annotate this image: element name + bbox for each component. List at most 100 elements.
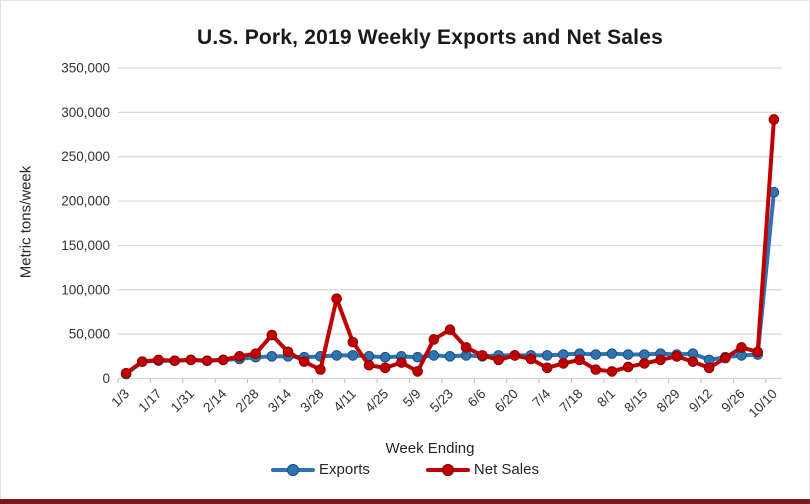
net-sales-point — [234, 351, 245, 362]
net-sales-point — [671, 351, 683, 362]
legend-label-exports: Exports — [319, 461, 370, 478]
exports-line — [124, 190, 776, 377]
net-sales-point — [687, 356, 699, 367]
net-sales-point — [412, 366, 423, 377]
exports-point — [347, 350, 359, 361]
net-sales-point — [460, 342, 472, 353]
exports-series — [120, 186, 780, 380]
svg-text:5/9: 5/9 — [400, 386, 424, 410]
exports-line-marker-icon — [271, 463, 316, 476]
legend-item-net-sales[interactable]: Net Sales — [425, 461, 539, 478]
svg-text:3/28: 3/28 — [297, 386, 326, 415]
net-sales-line-marker-icon — [425, 463, 470, 476]
exports-point — [606, 348, 618, 359]
svg-text:0: 0 — [102, 371, 110, 386]
svg-text:7/4: 7/4 — [529, 386, 553, 410]
net-sales-point — [541, 362, 553, 374]
svg-text:150,000: 150,000 — [61, 238, 110, 253]
net-sales-point — [558, 358, 569, 369]
x-axis-ticks — [117, 378, 767, 383]
svg-text:8/15: 8/15 — [621, 386, 650, 415]
svg-text:200,000: 200,000 — [61, 194, 110, 209]
gridlines — [118, 67, 782, 380]
net-sales-point — [201, 355, 213, 367]
legend-label-net-sales: Net Sales — [473, 461, 539, 478]
svg-text:6/6: 6/6 — [465, 386, 489, 410]
svg-text:50,000: 50,000 — [69, 327, 110, 342]
net-sales-point — [525, 353, 537, 365]
exports-point — [266, 351, 278, 362]
svg-text:5/23: 5/23 — [427, 386, 456, 415]
net-sales-point — [493, 354, 504, 366]
net-sales-point — [428, 334, 440, 345]
x-axis-title: Week Ending — [385, 440, 475, 457]
net-sales-point — [363, 359, 375, 371]
exports-point — [412, 351, 423, 363]
svg-text:300,000: 300,000 — [61, 105, 110, 120]
svg-text:10/10: 10/10 — [746, 386, 781, 421]
svg-text:100,000: 100,000 — [61, 282, 110, 297]
net-sales-point — [136, 356, 148, 367]
net-sales-point — [655, 354, 666, 366]
y-tick-labels: 0 50,000 100,000 150,000 200,000 250,000 300,0… — [61, 61, 110, 387]
net-sales-point — [622, 361, 634, 373]
net-sales-point — [639, 358, 650, 369]
net-sales-point — [266, 329, 278, 341]
net-sales-point — [298, 356, 310, 367]
net-sales-point — [379, 362, 391, 374]
svg-text:2/14: 2/14 — [200, 386, 230, 416]
svg-text:1/17: 1/17 — [135, 386, 164, 415]
net-sales-point — [153, 354, 164, 366]
net-sales-point — [606, 366, 618, 377]
svg-text:9/12: 9/12 — [686, 386, 715, 415]
net-sales-point — [768, 114, 780, 125]
exports-point — [558, 349, 569, 360]
exports-point — [639, 349, 650, 360]
svg-text:6/20: 6/20 — [492, 386, 521, 415]
exports-point — [444, 351, 456, 362]
net-sales-point — [315, 364, 326, 375]
net-sales-point — [720, 352, 731, 364]
svg-text:4/11: 4/11 — [330, 386, 358, 414]
net-sales-point — [590, 364, 602, 375]
bottom-border-stripe — [0, 499, 810, 504]
svg-text:9/26: 9/26 — [718, 386, 747, 415]
svg-text:1/3: 1/3 — [108, 386, 132, 410]
net-sales-point — [752, 346, 764, 358]
svg-text:8/29: 8/29 — [654, 386, 683, 415]
svg-text:4/25: 4/25 — [362, 386, 391, 415]
exports-point — [541, 350, 553, 361]
net-sales-line — [124, 117, 776, 376]
net-sales-point — [396, 357, 407, 368]
net-sales-point — [169, 355, 180, 367]
net-sales-point — [444, 324, 456, 336]
chart-title: U.S. Pork, 2019 Weekly Exports and Net S… — [197, 26, 663, 49]
legend: Exports Net Sales — [0, 461, 810, 478]
svg-text:250,000: 250,000 — [61, 149, 110, 164]
net-sales-point — [282, 346, 294, 358]
net-sales-point — [509, 350, 521, 361]
exports-point — [590, 349, 602, 360]
svg-text:350,000: 350,000 — [61, 61, 110, 76]
net-sales-point — [347, 336, 359, 348]
net-sales-point — [120, 367, 132, 379]
net-sales-point — [574, 354, 585, 366]
exports-point — [622, 349, 634, 360]
exports-point — [428, 350, 440, 361]
svg-text:1/31: 1/31 — [168, 386, 197, 415]
legend-item-exports[interactable]: Exports — [271, 461, 370, 478]
net-sales-point — [703, 362, 715, 374]
exports-point — [379, 351, 391, 363]
net-sales-series — [120, 114, 780, 379]
exports-point — [331, 350, 342, 361]
net-sales-point — [185, 354, 197, 366]
x-tick-labels: 1/3 1/17 1/31 2/14 2/28 3/14 3/28 4/11 4/25 5/9 5/… — [108, 386, 780, 421]
net-sales-point — [217, 354, 229, 366]
net-sales-point — [250, 348, 261, 359]
net-sales-point — [331, 293, 342, 304]
svg-text:2/28: 2/28 — [233, 386, 262, 415]
net-sales-point — [736, 342, 747, 353]
svg-text:3/14: 3/14 — [265, 386, 295, 416]
svg-text:7/18: 7/18 — [556, 386, 585, 415]
